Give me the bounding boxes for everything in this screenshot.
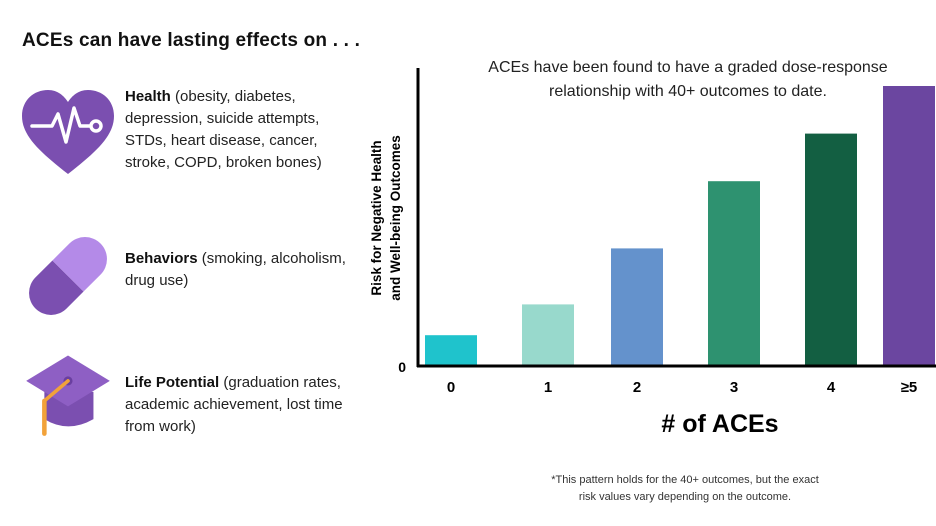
bar-1 (522, 304, 574, 366)
x-tick-label-0: 0 (447, 379, 455, 396)
y-tick-label: 0 (398, 359, 406, 375)
effect-behaviors-label: Behaviors (125, 250, 198, 267)
effect-health-detail: (obesity, diabetes, depression, suicide … (125, 88, 322, 171)
pill-capsule-icon (29, 237, 107, 315)
effect-health: Health (obesity, diabetes, depression, s… (18, 86, 363, 186)
x-axis-label: # of ACEs (661, 410, 778, 438)
bar-5 (883, 86, 935, 366)
chart-title-line-1: ACEs have been found to have a graded do… (488, 59, 887, 76)
chart-title-line-2: relationship with 40+ outcomes to date. (549, 83, 827, 100)
footnote: *This pattern holds for the 40+ outcomes… (470, 472, 900, 506)
x-tick-label-2: 2 (633, 379, 641, 396)
bar-0 (425, 335, 477, 366)
footnote-line-1: *This pattern holds for the 40+ outcomes… (551, 474, 819, 486)
effect-behaviors-detail: (smoking, alcoholism, drug use) (125, 250, 346, 289)
graduation-cap-icon (26, 355, 110, 436)
x-tick-label-5: ≥5 (901, 379, 918, 396)
x-tick-label-1: 1 (544, 379, 552, 396)
bar-2 (611, 248, 663, 366)
footnote-line-2: risk values vary depending on the outcom… (578, 491, 792, 503)
y-axis-label-line-1: Risk for Negative Health (369, 140, 384, 295)
effect-life-potential: Life Potential (graduation rates, academ… (18, 350, 363, 450)
effect-health-label: Health (125, 88, 171, 105)
x-tick-label-3: 3 (730, 379, 738, 396)
effect-life-potential-label: Life Potential (125, 374, 220, 391)
y-axis-label: Risk for Negative Health and Well-being O… (369, 135, 403, 301)
effect-health-text: Health (obesity, diabetes, depression, s… (125, 86, 360, 174)
effect-behaviors-text: Behaviors (smoking, alcoholism, drug use… (125, 248, 360, 292)
bar-3 (708, 181, 760, 366)
x-tick-label-4: 4 (827, 379, 836, 396)
effect-life-potential-text: Life Potential (graduation rates, academ… (125, 372, 360, 438)
page-title: ACEs can have lasting effects on . . . (22, 30, 361, 51)
effect-life-potential-detail: (graduation rates, academic achievement,… (125, 374, 343, 435)
y-axis-label-line-2: and Well-being Outcomes (388, 135, 403, 301)
heart-pulse-icon (22, 90, 114, 174)
bar-4 (805, 133, 857, 366)
effect-behaviors: Behaviors (smoking, alcoholism, drug use… (18, 226, 363, 326)
